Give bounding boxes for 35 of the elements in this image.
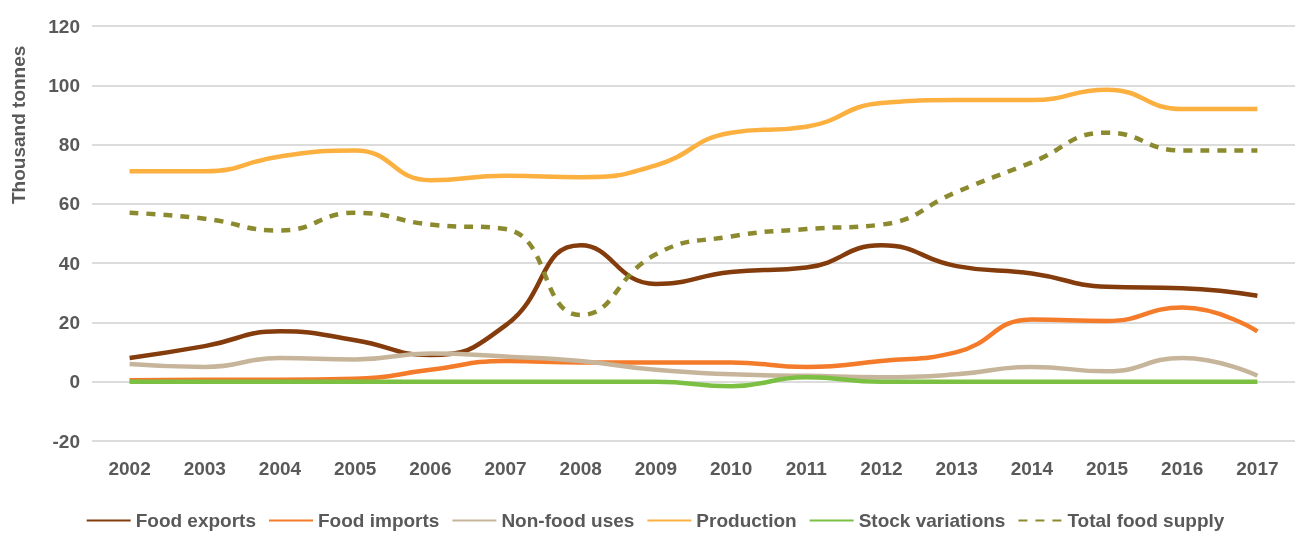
y-axis-title: Thousand tonnes xyxy=(7,45,29,204)
x-tick-label: 2013 xyxy=(935,458,978,479)
x-tick-label: 2008 xyxy=(559,458,602,479)
x-tick-label: 2009 xyxy=(634,458,678,479)
line-series xyxy=(127,351,1260,380)
y-tick-label: -20 xyxy=(52,430,80,452)
y-tick-label: 0 xyxy=(69,371,80,393)
legend-label: Food exports xyxy=(135,510,257,531)
line-series xyxy=(127,243,1260,361)
legend-label: Total food supply xyxy=(1067,510,1225,531)
y-tick-label: 60 xyxy=(58,193,80,215)
x-tick-label: 2011 xyxy=(785,458,828,479)
line-series xyxy=(127,87,1260,183)
line-series xyxy=(127,130,1260,318)
legend-label: Stock variations xyxy=(858,510,1006,531)
y-tick-label: 20 xyxy=(58,311,80,333)
legend-label: Food imports xyxy=(318,510,440,531)
x-tick-label: 2003 xyxy=(183,458,226,479)
x-tick-label: 2017 xyxy=(1236,458,1279,479)
y-tick-label: 40 xyxy=(58,252,80,274)
y-tick-label: 100 xyxy=(48,74,80,96)
y-tick-label: 120 xyxy=(48,15,80,37)
x-tick-label: 2004 xyxy=(258,458,302,479)
x-tick-label: 2010 xyxy=(709,458,753,479)
y-tick-label: 80 xyxy=(58,134,80,156)
x-tick-label: 2002 xyxy=(108,458,151,479)
x-tick-label: 2005 xyxy=(334,458,377,479)
legend-label: Non-food uses xyxy=(501,510,635,531)
x-tick-label: 2016 xyxy=(1161,458,1204,479)
x-tick-label: 2014 xyxy=(1010,458,1054,479)
x-tick-label: 2006 xyxy=(409,458,452,479)
x-tick-label: 2012 xyxy=(860,458,903,479)
x-tick-label: 2015 xyxy=(1085,458,1129,479)
x-tick-label: 2007 xyxy=(484,458,527,479)
legend-label: Production xyxy=(696,510,797,531)
